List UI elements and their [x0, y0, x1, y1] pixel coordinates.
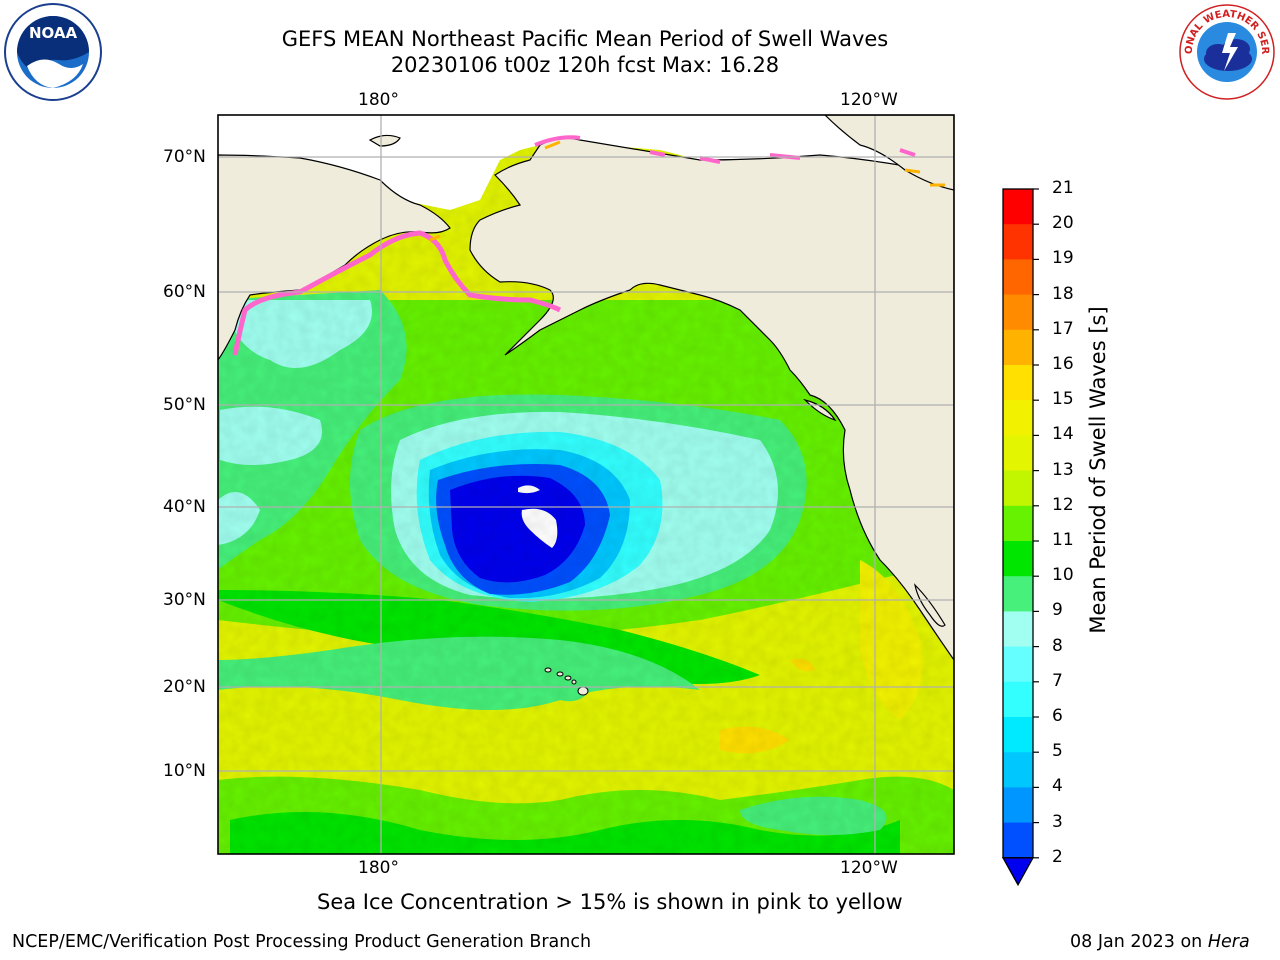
colorbar-tick-label: 11	[1052, 530, 1074, 550]
footer-date: 08 Jan 2023 on Hera	[1070, 932, 1250, 952]
lat-label-10n: 10°N	[163, 761, 206, 781]
chart-subtitle: 20230106 t00z 120h fcst Max: 16.28	[390, 53, 780, 77]
colorbar-tick-label: 19	[1052, 248, 1074, 269]
colorbar-bin	[1003, 611, 1033, 648]
colorbar-tick-label: 2	[1052, 846, 1063, 867]
map-frame	[217, 114, 955, 855]
lon-label-top-180: 180°	[358, 90, 399, 110]
colorbar-tick-label: 8	[1052, 635, 1063, 656]
colorbar-bin	[1003, 541, 1033, 577]
noaa-logo-text: NOAA	[29, 24, 78, 42]
colorbar-bin	[1003, 576, 1033, 612]
hawaii-islands	[544, 667, 589, 696]
lat-label-70n: 70°N	[163, 147, 206, 167]
colorbar-bin	[1003, 259, 1033, 296]
colorbar-bin	[1003, 717, 1033, 753]
lon-label-top-120w: 120°W	[840, 90, 898, 110]
colorbar	[1001, 188, 1039, 887]
colorbar-tick-label: 6	[1052, 706, 1063, 726]
colorbar-tick-label: 13	[1052, 459, 1074, 480]
nws-logo: NATIONAL WEATHER SERVICE	[1174, 0, 1276, 101]
graticule	[218, 115, 954, 854]
colorbar-tick-label: 9	[1052, 600, 1063, 621]
noaa-logo: NOAA	[3, 2, 103, 102]
colorbar-tick-label: 10	[1052, 565, 1074, 586]
footer-machine: Hera	[1207, 932, 1250, 952]
colorbar-bin	[1003, 470, 1033, 507]
colorbar-bin	[1003, 752, 1033, 788]
colorbar-title: Mean Period of Swell Waves [s]	[1086, 306, 1110, 634]
chart-title: GEFS MEAN Northeast Pacific Mean Period …	[281, 27, 889, 51]
sea-ice-edge	[232, 230, 562, 356]
colorbar-bin	[1003, 787, 1033, 824]
lat-label-60n: 60°N	[163, 282, 206, 302]
lat-label-20n: 20°N	[163, 677, 206, 697]
colorbar-bin	[1003, 681, 1033, 718]
colorbar-bin	[1003, 329, 1033, 366]
colorbar-tick-label: 16	[1052, 354, 1074, 374]
footer-credit: NCEP/EMC/Verification Post Processing Pr…	[12, 932, 592, 952]
colorbar-bin	[1003, 189, 1033, 225]
lat-label-50n: 50°N	[163, 395, 206, 415]
colorbar-tick-label: 18	[1052, 283, 1074, 304]
colorbar-bin	[1003, 365, 1033, 401]
land-st-lawrence-island	[368, 134, 401, 147]
colorbar-bin	[1003, 505, 1033, 542]
land-alaska	[469, 137, 954, 662]
lat-label-40n: 40°N	[163, 497, 206, 517]
lon-label-bottom-120w: 120°W	[840, 858, 898, 878]
colorbar-bin	[1003, 646, 1033, 683]
sea-ice-north	[534, 135, 916, 164]
lat-label-30n: 30°N	[163, 590, 206, 610]
land-siberia	[218, 154, 451, 362]
colorbar-frame	[1002, 188, 1034, 859]
colorbar-bin	[1003, 294, 1033, 331]
colorbar-tick-label: 12	[1052, 494, 1074, 515]
colorbar-tick-label: 4	[1052, 776, 1063, 797]
colorbar-tick-label: 15	[1052, 389, 1074, 410]
sea-ice-note: Sea Ice Concentration > 15% is shown in …	[317, 890, 903, 914]
colorbar-tick-label: 17	[1052, 318, 1074, 339]
colorbar-tick-label: 21	[1052, 178, 1074, 198]
colorbar-bin	[1003, 224, 1033, 260]
arctic-white	[218, 115, 954, 210]
colorbar-bin	[1003, 435, 1033, 472]
lon-label-bottom-180: 180°	[358, 858, 399, 878]
colorbar-bin	[1003, 822, 1033, 859]
colorbar-bin	[1003, 400, 1033, 436]
sea-ice-yellow-flecks	[429, 140, 945, 242]
colorbar-extend-arrow	[1001, 857, 1035, 887]
colorbar-tick-label: 7	[1052, 670, 1063, 691]
colorbar-tick-label: 14	[1052, 424, 1074, 445]
colorbar-tick-label: 5	[1052, 741, 1063, 762]
colorbar-tick-label: 20	[1052, 213, 1074, 234]
colorbar-tick-label: 3	[1052, 811, 1063, 832]
footer-date-text: 08 Jan 2023 on	[1070, 932, 1208, 952]
